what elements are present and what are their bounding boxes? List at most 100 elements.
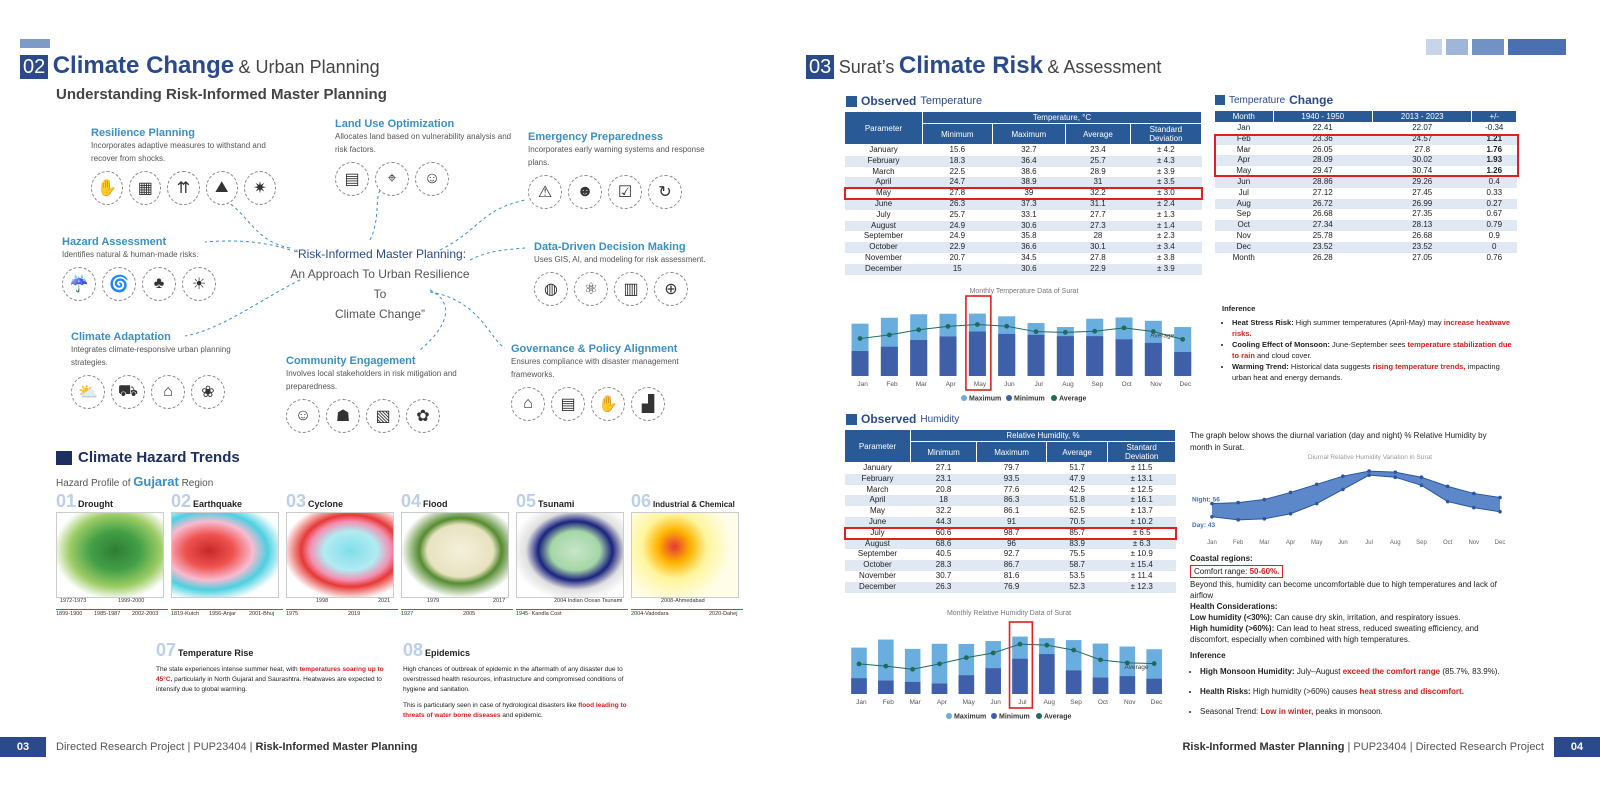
people-icon: ☺ [415,162,449,196]
heading-rest: Temperature [920,95,983,107]
footer-text: Directed Research Project | PUP23404 | R… [56,741,418,753]
highlight-box [965,295,992,391]
humidity-table: Parameter Relative Humidity, % Minimum Max… [843,429,1177,593]
table-cell: 27.7 [1090,209,1106,219]
table-cell: 27.8 [1090,252,1106,262]
table-cell: 25.78 [1312,230,1333,240]
night-point [1472,491,1476,496]
table-cell: 83.9 [1046,538,1108,550]
x-tick-label: Jul [1018,699,1027,706]
table-cell: 1.76 [1486,144,1503,154]
timeline-label: 2020-Dahej [709,611,738,617]
table-cell: 32.7 [1021,145,1037,154]
bar-minimum [1086,336,1104,376]
annotation: Average [1150,333,1174,340]
atom-icon: ⚛ [574,272,608,306]
table-header: 1940 - 1950 [1272,110,1374,123]
timeline-label: 1998 [316,598,329,604]
table-cell: 22.9 [1065,263,1131,275]
bar-minimum [1119,676,1136,694]
flow-connectors [184,189,526,351]
text-c: and epidemic. [502,712,543,719]
table-cell: 28.3 [910,560,977,571]
average-point [1180,336,1186,342]
table-cell: ± 2.3 [1157,231,1175,241]
average-point [1151,661,1157,666]
node-title: Community Engagement [286,355,416,367]
table-cell: 23.1 [910,473,977,485]
footer-bold: Risk-Informed Master Planning [1182,741,1345,753]
node-title: Land Use Optimization [335,118,455,130]
table-cell: 35.8 [1021,231,1037,241]
table-cell: 26.68 [1312,209,1333,219]
report-icon: ▥ [614,272,648,306]
obs-hum-heading: Observed Humidity [846,412,959,426]
x-tick-label: Nov [1150,381,1162,388]
table-cell: 27.1 [935,463,952,472]
center-line-1: “Risk-Informed Master Planning: [293,247,467,261]
table-cell: 77.6 [1003,484,1020,494]
comfort-value: 50-60%. [1249,567,1280,576]
table-cell: Aug [1214,198,1274,210]
table-cell: 27.3 [1065,220,1131,232]
th-sd: Standard Deviation [1129,123,1203,145]
heading-bold: Change [1289,93,1334,107]
table-cell: January [869,145,898,154]
day-point [1419,483,1424,488]
left-footer: 03 Directed Research Project | PUP23404 … [0,737,418,757]
diurnal-intro: The graph below shows the diurnal variat… [1190,431,1487,452]
highlight-box [1008,621,1034,709]
node-hazard-assessment: Hazard Assessment Identifies natural & h… [62,236,232,301]
th-avg: Average [1065,123,1131,145]
average-point [945,324,951,329]
icon-row: ☺ ☗ ▧ ✿ [286,399,471,433]
table-cell: Oct [1214,220,1274,231]
table-cell: 51.7 [1069,463,1085,472]
table-cell: February [844,473,911,485]
th-max: Maximum [991,123,1067,145]
table-cell: 68.6 [910,538,977,550]
coastal-block: Coastal regions: Comfort range: 50-60%. … [1190,553,1510,645]
table-cell: 27.8 [949,188,966,198]
node-title: Hazard Assessment [62,236,167,248]
day-line [1211,474,1501,521]
table-cell: October [844,242,923,253]
day-point [1393,475,1398,479]
table-cell: 76.9 [976,581,1047,593]
center-line-2: An Approach To Urban Resilience To [290,267,470,301]
table-cell: 28.13 [1372,220,1472,231]
table-cell: December [844,581,911,593]
table-cell: 22.07 [1412,123,1433,132]
bar-minimum [904,681,921,694]
night-point [1314,482,1319,487]
globe-icon: ◍ [534,272,568,306]
block-text: The state experiences intense summer hea… [156,665,392,695]
table-row: Sep 26.68 27.35 0.67 [1215,209,1517,220]
hazard-name: Flood [423,499,448,509]
day-point [1498,509,1502,514]
hazard-name: Drought [78,499,114,509]
flood-map [401,512,509,598]
table-row: January 15.6 32.7 23.4 ± 4.2 [845,145,1202,156]
timeline-label: 2008-Ahmedabad [661,598,705,604]
table-cell: 51.8 [1046,495,1108,507]
average-point [1124,660,1130,666]
table-cell: 30.1 [1065,242,1131,253]
table-cell: 26.05 [1312,144,1333,154]
x-tick-label: Dec [1495,540,1506,546]
average-point [1033,329,1039,335]
table-cell: Apr [1214,155,1274,167]
day-point [1236,518,1240,522]
night-point [1262,497,1267,502]
heading-square [56,450,72,465]
x-tick-label: Mar [916,381,928,388]
night-point [1445,484,1450,489]
deco-bar-left [20,39,50,48]
hazard-name: Earthquake [193,499,243,509]
legend-label: Average [1044,714,1071,721]
th-group: Relative Humidity, % [910,429,1176,442]
checklist-icon: ☑ [608,175,642,209]
table-row: August 68.6 96 83.9 ± 6.3 [844,538,1176,550]
node-data-driven: Data-Driven Decision Making Uses GIS, AI… [534,241,724,306]
hazard-name: Industrial & Chemical [653,500,735,509]
